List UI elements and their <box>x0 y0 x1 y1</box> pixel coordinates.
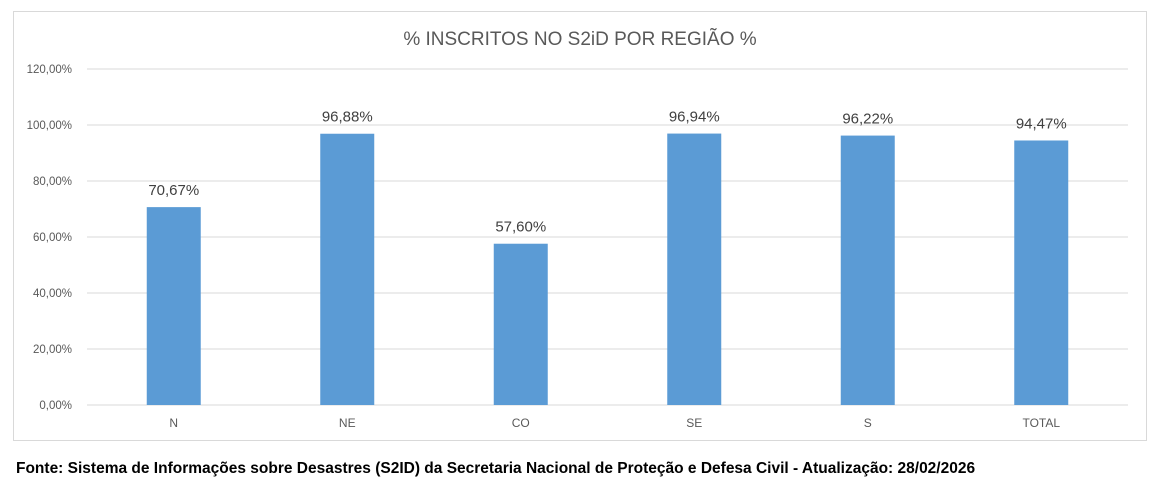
x-axis-categories: N NE CO SE S TOTAL <box>169 416 1060 430</box>
data-labels: 70,67% 96,88% 57,60% 96,94% 96,22% 94,47% <box>148 109 1066 236</box>
x-category-label: N <box>169 416 178 430</box>
bar-n <box>146 207 201 405</box>
bar-s <box>840 135 895 406</box>
x-category-label: TOTAL <box>1022 416 1060 430</box>
bar-total <box>1014 140 1069 405</box>
y-tick-label: 20,00% <box>33 344 72 356</box>
gridlines <box>87 68 1128 406</box>
y-axis-ticks: 0,00% 20,00% 40,00% 60,00% 80,00% 100,00% 120,… <box>27 64 72 412</box>
y-tick-label: 40,00% <box>33 288 72 300</box>
data-label: 96,22% <box>842 111 893 128</box>
data-label: 96,88% <box>322 109 373 126</box>
y-tick-label: 100,00% <box>27 120 72 132</box>
bar-ne <box>320 133 375 405</box>
y-tick-label: 0,00% <box>39 400 72 412</box>
x-category-label: NE <box>339 416 356 430</box>
y-tick-label: 60,00% <box>33 232 72 244</box>
bar-se <box>667 133 722 405</box>
chart-frame <box>13 11 1147 441</box>
y-tick-label: 80,00% <box>33 176 72 188</box>
data-label: 94,47% <box>1016 115 1067 132</box>
data-label: 70,67% <box>148 182 199 199</box>
chart-title: % INSCRITOS NO S2iD POR REGIÃO % <box>403 28 756 50</box>
y-tick-label: 120,00% <box>27 64 72 76</box>
data-label: 96,94% <box>669 109 720 126</box>
x-category-label: SE <box>686 416 702 430</box>
bars <box>146 133 1069 406</box>
bar-chart: % INSCRITOS NO S2iD POR REGIÃO % 0,00% 20… <box>27 28 1128 430</box>
x-category-label: S <box>864 416 872 430</box>
bar-co <box>493 243 548 405</box>
data-label: 57,60% <box>495 219 546 236</box>
source-note: Fonte: Sistema de Informações sobre Desa… <box>16 460 976 477</box>
x-category-label: CO <box>512 416 530 430</box>
